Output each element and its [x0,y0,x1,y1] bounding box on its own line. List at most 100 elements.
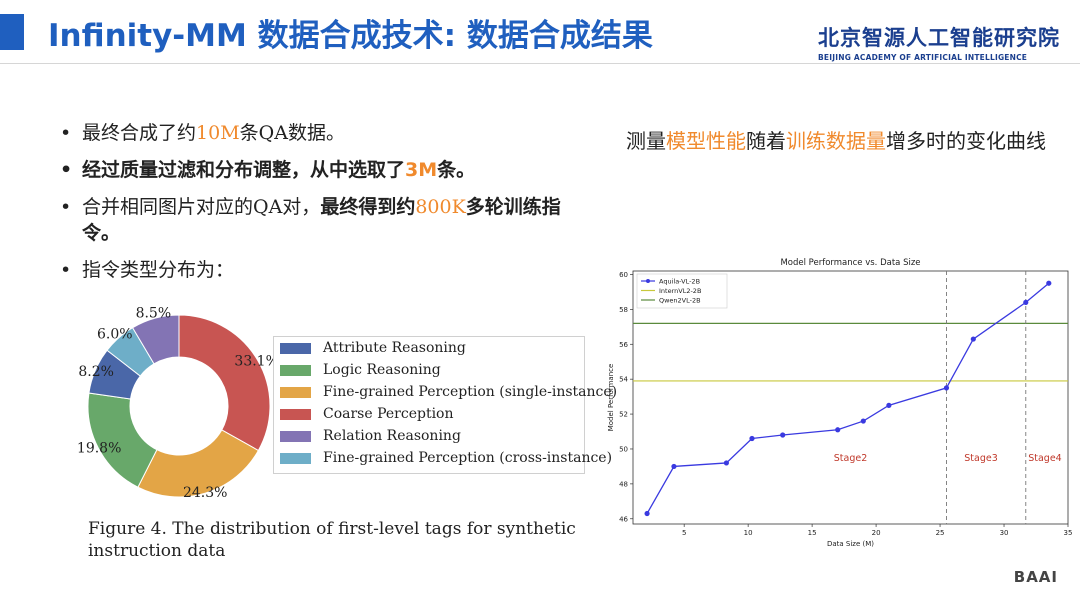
legend-marker [646,279,650,283]
x-tick-label: 20 [872,529,881,537]
bullet-strong: 多轮训练指令。 [82,196,561,244]
stage-label: Stage4 [1028,453,1062,464]
logo-english-name: BEIJING ACADEMY OF ARTIFICIAL INTELLIGEN… [818,53,1028,62]
bullet-list: 最终合成了约10M条QA数据。 经过质量过滤和分布调整，从中选取了3M条。 合并… [60,120,580,294]
caption-text: 增多时的变化曲线 [886,129,1046,153]
data-point [723,460,729,466]
title-divider [0,63,1080,64]
bullet-item: 经过质量过滤和分布调整，从中选取了3M条。 [60,157,580,183]
data-point [943,385,950,391]
y-tick-label: 48 [619,480,628,488]
legend-item: Attribute Reasoning [280,340,466,360]
donut-slice [137,429,260,498]
x-tick-label: 30 [1000,529,1009,537]
x-tick-label: 25 [936,529,945,537]
chart-description: 测量模型性能随着训练数据量增多时的变化曲线 [626,125,1046,154]
slice-label: 8.2% [78,364,114,380]
data-point [970,336,976,342]
line-chart: Model Performance vs. Data Size 5 10 15 20 25… [607,258,1072,548]
figure-caption: Figure 4. The distribution of first-leve… [88,519,576,561]
series-line [646,282,1050,514]
legend-swatch [280,430,311,442]
legend-label: Coarse Perception [323,406,454,422]
legend-swatch [280,452,311,464]
y-tick-label: 52 [619,411,628,419]
slide-title: Infinity-MM 数据合成技术: 数据合成结果 [48,18,653,54]
legend-item: Logic Reasoning [280,362,441,382]
y-axis-label: Model Performance [607,364,615,432]
bullet-item: 指令类型分布为： [60,257,580,283]
title-accent-bar [0,14,24,50]
legend-label: Fine-grained Perception (single-instance… [323,384,618,400]
logo-chinese-name: 北京智源人工智能研究院 [818,26,1060,50]
data-point [749,435,755,442]
legend-label: Qwen2VL-2B [659,296,701,304]
y-tick-label: 50 [619,445,628,453]
legend-item: Fine-grained Perception (cross-instance) [280,450,612,470]
slice-label: 19.8% [77,441,121,457]
bullet-highlight: 10M [196,122,240,144]
data-point [780,432,786,438]
bullet-item: 最终合成了约10M条QA数据。 [60,120,580,146]
x-tick-label: 10 [744,529,753,537]
bullet-text: 经过质量过滤和分布调整，从中选取了 [82,159,406,181]
slice-label: 8.5% [136,305,172,321]
stage-label: Stage2 [834,453,868,464]
donut-slice [178,314,271,452]
donut-chart: 33.1% 24.3% 19.8% 8.2% 6.0%8.5% [77,305,279,501]
baai-logo: 北京智源人工智能研究院 BEIJING ACADEMY OF ARTIFICIA… [818,22,1060,62]
x-tick-label: 35 [1064,529,1072,537]
bullet-text: 条QA数据。 [239,122,345,144]
slice-label: 6.0% [97,326,133,342]
y-tick-label: 60 [619,271,628,279]
bullet-text: 指令类型分布为： [82,259,235,281]
bullet-text: 合并相同图片对应的QA对， [82,196,321,218]
bullet-text: 条。 [437,159,476,181]
bullet-item: 合并相同图片对应的QA对，最终得到约800K多轮训练指令。 [60,194,580,246]
x-tick-label: 5 [682,529,686,537]
legend-item: Coarse Perception [280,406,454,426]
legend-label: Logic Reasoning [323,362,441,378]
y-tick-label: 46 [619,515,628,523]
data-point [835,427,841,433]
bullet-text: 最终合成了约 [82,122,197,144]
legend-swatch [280,342,311,354]
bullet-highlight: 800K [415,196,466,218]
data-point [671,463,677,470]
x-tick-label: 15 [808,529,817,537]
legend-label: InternVL2-2B [659,287,701,295]
stage-label: Stage3 [964,453,998,464]
data-point [1046,280,1052,286]
caption-highlight: 训练数据量 [786,129,886,153]
footer-logo: BAAI [1013,568,1058,586]
x-axis-label: Data Size (M) [827,540,874,548]
data-point [1023,299,1029,306]
slice-label: 24.3% [183,485,227,501]
legend-label: Relation Reasoning [323,428,461,444]
legend-swatch [280,408,311,420]
y-tick-label: 56 [619,341,628,349]
donut-legend: Attribute Reasoning Logic Reasoning Fine… [273,336,617,474]
chart-title: Model Performance vs. Data Size [780,258,920,268]
legend-item: Fine-grained Perception (single-instance… [280,384,617,404]
plot-frame [632,270,1069,525]
legend-swatch [280,386,311,398]
legend-label: Aquila-VL-2B [659,277,700,285]
bullet-highlight: 3M [405,159,438,181]
data-point [886,402,892,408]
legend-swatch [280,364,311,376]
legend-label: Attribute Reasoning [323,340,466,356]
y-tick-label: 58 [619,306,628,314]
legend-item: Relation Reasoning [280,428,461,448]
caption-text: 随着 [746,129,786,153]
data-point [860,418,866,424]
data-point [644,510,650,517]
caption-highlight: 模型性能 [666,129,746,153]
caption-text: 测量 [626,129,666,153]
donut-slice [131,314,180,365]
legend-label: Fine-grained Perception (cross-instance) [323,450,613,466]
bullet-strong: 最终得到约 [320,196,416,218]
y-tick-label: 54 [619,376,628,384]
slice-label: 33.1% [234,354,278,370]
